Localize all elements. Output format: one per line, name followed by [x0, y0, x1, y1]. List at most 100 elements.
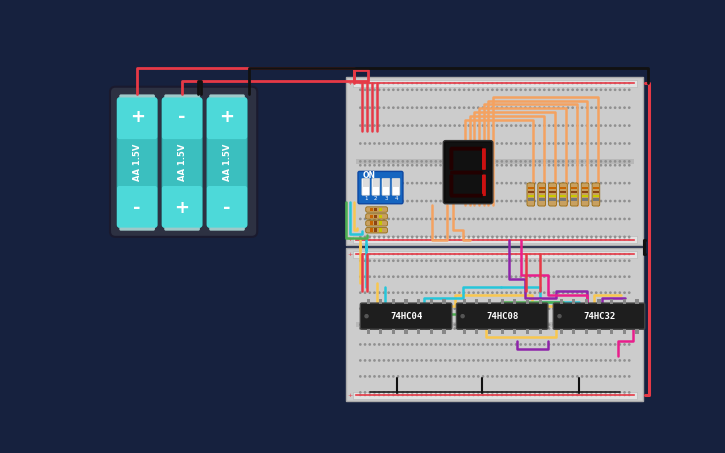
Circle shape	[497, 107, 498, 108]
Circle shape	[360, 200, 361, 202]
Circle shape	[563, 125, 564, 126]
Circle shape	[421, 360, 423, 361]
Circle shape	[558, 183, 559, 184]
FancyBboxPatch shape	[365, 221, 387, 226]
Circle shape	[374, 254, 375, 255]
Text: +: +	[347, 393, 353, 398]
Circle shape	[586, 260, 587, 261]
Circle shape	[614, 218, 616, 220]
Circle shape	[444, 89, 446, 91]
Circle shape	[510, 392, 512, 393]
Circle shape	[473, 83, 474, 84]
Circle shape	[450, 200, 451, 202]
Circle shape	[402, 107, 403, 108]
Circle shape	[402, 392, 403, 393]
Circle shape	[473, 276, 474, 277]
Circle shape	[614, 292, 616, 294]
Circle shape	[539, 200, 540, 202]
Circle shape	[497, 292, 498, 294]
Circle shape	[440, 392, 442, 393]
Circle shape	[402, 260, 403, 261]
Circle shape	[374, 344, 375, 345]
Circle shape	[463, 236, 465, 237]
Circle shape	[454, 254, 455, 255]
Circle shape	[492, 308, 493, 309]
Bar	[528, 194, 534, 197]
Bar	[393, 179, 399, 187]
Circle shape	[501, 392, 502, 393]
Circle shape	[591, 254, 592, 255]
Circle shape	[515, 239, 516, 240]
Circle shape	[450, 328, 451, 329]
Circle shape	[529, 164, 531, 166]
Circle shape	[378, 344, 380, 345]
Circle shape	[374, 200, 375, 202]
Circle shape	[572, 239, 573, 240]
Circle shape	[416, 328, 418, 329]
Circle shape	[591, 200, 592, 202]
Circle shape	[454, 292, 455, 294]
Circle shape	[492, 360, 493, 361]
Circle shape	[468, 161, 470, 162]
Circle shape	[402, 200, 403, 202]
Bar	[417, 329, 420, 334]
Circle shape	[393, 254, 394, 255]
Circle shape	[431, 125, 432, 126]
Circle shape	[506, 392, 507, 393]
Circle shape	[506, 183, 507, 184]
Circle shape	[435, 328, 436, 329]
Circle shape	[426, 360, 427, 361]
Bar	[405, 299, 407, 304]
FancyBboxPatch shape	[165, 94, 200, 101]
Circle shape	[492, 292, 493, 294]
Circle shape	[378, 328, 380, 329]
Circle shape	[586, 392, 587, 393]
Circle shape	[378, 254, 380, 255]
Circle shape	[421, 107, 423, 108]
Circle shape	[605, 143, 606, 144]
Circle shape	[450, 89, 451, 91]
Circle shape	[416, 236, 418, 237]
Circle shape	[567, 107, 568, 108]
Bar	[430, 299, 433, 304]
FancyBboxPatch shape	[592, 183, 600, 206]
Circle shape	[510, 89, 512, 91]
Circle shape	[548, 164, 550, 166]
Circle shape	[600, 344, 602, 345]
Circle shape	[525, 164, 526, 166]
Circle shape	[558, 200, 559, 202]
Bar	[442, 299, 446, 304]
Circle shape	[388, 344, 389, 345]
Circle shape	[572, 328, 573, 329]
Circle shape	[497, 161, 498, 162]
Circle shape	[591, 107, 592, 108]
Circle shape	[492, 83, 493, 84]
Circle shape	[629, 276, 630, 277]
Circle shape	[544, 308, 545, 309]
Bar	[593, 198, 599, 201]
FancyBboxPatch shape	[482, 148, 486, 170]
Circle shape	[501, 125, 502, 126]
Circle shape	[567, 324, 568, 325]
Circle shape	[520, 344, 521, 345]
Circle shape	[407, 164, 408, 166]
Circle shape	[629, 161, 630, 162]
Circle shape	[506, 218, 507, 220]
Circle shape	[534, 360, 536, 361]
Circle shape	[544, 392, 545, 393]
Circle shape	[525, 360, 526, 361]
Circle shape	[515, 324, 517, 325]
Circle shape	[463, 164, 465, 166]
Circle shape	[610, 239, 611, 240]
Circle shape	[402, 344, 403, 345]
Circle shape	[548, 292, 550, 294]
Circle shape	[393, 308, 394, 309]
Circle shape	[581, 236, 583, 237]
Circle shape	[544, 164, 545, 166]
Circle shape	[595, 125, 597, 126]
Circle shape	[515, 328, 517, 329]
Circle shape	[435, 324, 436, 325]
Circle shape	[553, 254, 555, 255]
Circle shape	[435, 161, 436, 162]
Circle shape	[440, 183, 442, 184]
